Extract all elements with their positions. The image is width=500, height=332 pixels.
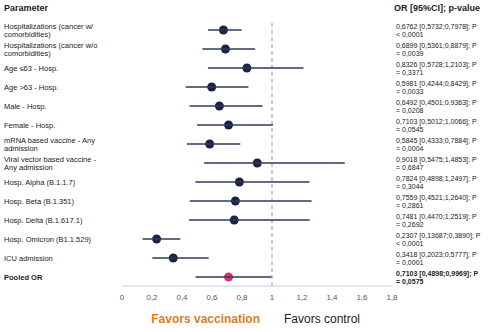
svg-text:1: 1 bbox=[270, 293, 275, 302]
svg-text:Female - Hosp.: Female - Hosp. bbox=[8, 120, 55, 129]
svg-text:0,2307 [0,13687;0,3890]; P< 0,: 0,2307 [0,13687;0,3890]; P< 0,0001 bbox=[396, 231, 481, 246]
html-text:OR [95%CI]; p-value: OR [95%CI]; p-value bbox=[394, 3, 480, 13]
svg-text:Hosp. Alpha (B.1.1.7): Hosp. Alpha (B.1.1.7) bbox=[8, 177, 76, 186]
svg-text:0,7103 [0,5012;1,0066]; P= 0,0: 0,7103 [0,5012;1,0066]; P= 0,0545 bbox=[396, 117, 477, 132]
svg-text:0,7559 [0,4521;1,2640]; P= 0,2: 0,7559 [0,4521;1,2640]; P= 0,2861 bbox=[396, 193, 477, 208]
svg-text:Pooled OR: Pooled OR bbox=[8, 272, 43, 281]
svg-text:0,7103 [0,4898;0,9969]; P= 0,0: 0,7103 [0,4898;0,9969]; P= 0,0575 bbox=[396, 269, 478, 285]
svg-text:0,7824 [0,4898;1,2497]; P= 0,3: 0,7824 [0,4898;1,2497]; P= 0,3044 bbox=[396, 174, 477, 189]
svg-text:Hosp. Delta (B.1.617.1): Hosp. Delta (B.1.617.1) bbox=[8, 215, 83, 224]
svg-text:0: 0 bbox=[120, 293, 125, 302]
svg-text:1,2: 1,2 bbox=[296, 293, 308, 302]
html-text:Favors vaccination: Favors vaccination bbox=[151, 312, 260, 326]
svg-text:0,6492 [0,4501;0,9363]; P= 0,0: 0,6492 [0,4501;0,9363]; P= 0,0208 bbox=[396, 98, 477, 113]
svg-text:Hosp. Beta (B.1.351): Hosp. Beta (B.1.351) bbox=[8, 196, 75, 205]
svg-text:Age ≤63 - Hosp.: Age ≤63 - Hosp. bbox=[8, 63, 58, 72]
svg-text:0,6899 [0,5361;0,8879]; P= 0,0: 0,6899 [0,5361;0,8879]; P= 0,0039 bbox=[396, 41, 477, 56]
svg-text:0,2: 0,2 bbox=[146, 293, 158, 302]
svg-text:0,8326 [0,5728;1,2103]; P= 0,3: 0,8326 [0,5728;1,2103]; P= 0,3371 bbox=[396, 60, 477, 75]
svg-text:0,5845 [0,4333;0,7884]; P= 0,0: 0,5845 [0,4333;0,7884]; P= 0,0004 bbox=[396, 136, 477, 151]
svg-text:mRNA based vaccine - Anyadmiss: mRNA based vaccine - Anyadmission bbox=[8, 135, 95, 152]
svg-text:1,8: 1,8 bbox=[386, 293, 398, 302]
svg-text:Male - Hosp.: Male - Hosp. bbox=[8, 101, 47, 110]
svg-text:Hosp. Omicron (B1.1.529): Hosp. Omicron (B1.1.529) bbox=[8, 234, 92, 243]
svg-text:Viral vector based vaccine -An: Viral vector based vaccine -Any admissio… bbox=[8, 154, 96, 171]
svg-text:0,6: 0,6 bbox=[206, 293, 218, 302]
svg-text:0,6762 [0,5732;0,7978]; P< 0,0: 0,6762 [0,5732;0,7978]; P< 0,0001 bbox=[396, 22, 477, 37]
html-text:Parameter: Parameter bbox=[4, 3, 48, 13]
svg-text:0,9018 [0,5475;1,4853]; P= 0,6: 0,9018 [0,5475;1,4853]; P= 0,6847 bbox=[396, 155, 477, 170]
svg-text:0,4: 0,4 bbox=[176, 293, 188, 302]
svg-text:1,4: 1,4 bbox=[326, 293, 338, 302]
svg-text:0,5981 [0,4244;0,8429]; P= 0,0: 0,5981 [0,4244;0,8429]; P= 0,0033 bbox=[396, 79, 477, 94]
svg-text:0,8: 0,8 bbox=[236, 293, 248, 302]
svg-text:Hospitalizations (cancer w/com: Hospitalizations (cancer w/comorbidities… bbox=[8, 21, 94, 38]
svg-text:0,3418 [0,2023;0,5777]; P= 0,0: 0,3418 [0,2023;0,5777]; P= 0,0001 bbox=[396, 250, 477, 265]
html-text:Favors control: Favors control bbox=[284, 312, 360, 326]
svg-text:Hospitalizations (cancer w/oco: Hospitalizations (cancer w/ocomorbiditie… bbox=[8, 40, 97, 57]
svg-text:0,7481 [0,4470;1,2519]; P= 0,2: 0,7481 [0,4470;1,2519]; P= 0,2692 bbox=[396, 212, 477, 227]
svg-text:Age >63 - Hosp.: Age >63 - Hosp. bbox=[8, 82, 58, 91]
svg-text:1,6: 1,6 bbox=[356, 293, 368, 302]
svg-text:ICU admission: ICU admission bbox=[8, 253, 53, 262]
